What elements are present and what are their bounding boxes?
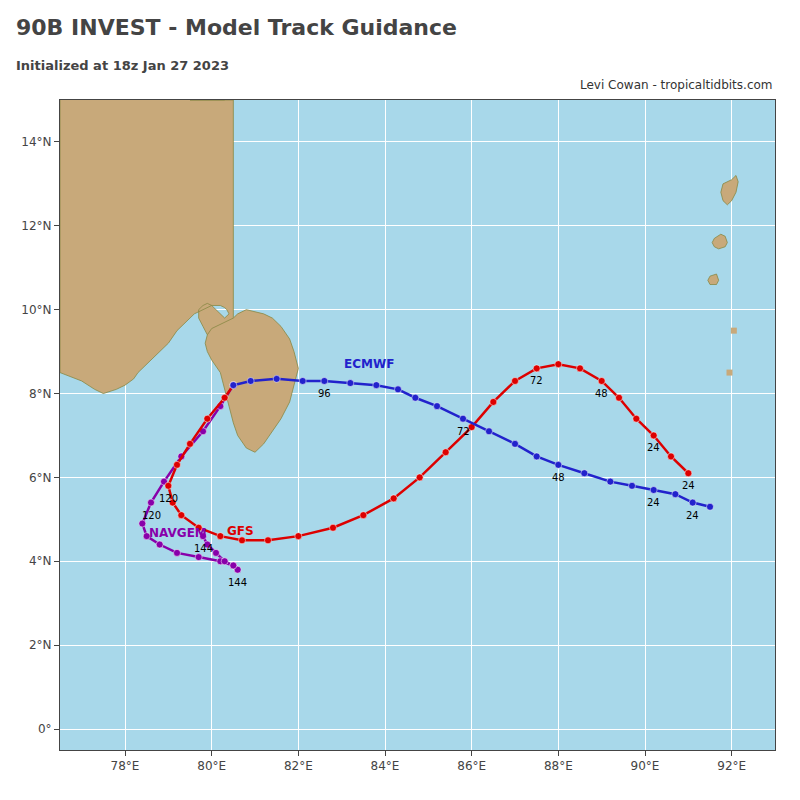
svg-text:ECMWF: ECMWF — [344, 357, 394, 371]
svg-text:14°N: 14°N — [21, 135, 51, 149]
svg-text:0°: 0° — [38, 722, 52, 736]
svg-text:72: 72 — [530, 375, 543, 386]
svg-text:4°N: 4°N — [29, 554, 52, 568]
svg-text:120: 120 — [159, 493, 178, 504]
svg-text:90B INVEST - Model Track Guida: 90B INVEST - Model Track Guidance — [16, 15, 457, 40]
svg-text:80°E: 80°E — [197, 759, 226, 773]
svg-text:NAVGEM: NAVGEM — [149, 526, 207, 540]
svg-text:120: 120 — [142, 510, 161, 521]
svg-text:90°E: 90°E — [631, 759, 660, 773]
svg-text:2°N: 2°N — [29, 638, 52, 652]
svg-text:144: 144 — [228, 577, 247, 588]
svg-text:144: 144 — [194, 543, 213, 554]
svg-text:84°E: 84°E — [371, 759, 400, 773]
svg-text:88°E: 88°E — [544, 759, 573, 773]
svg-text:72: 72 — [457, 426, 470, 437]
svg-text:8°N: 8°N — [29, 387, 52, 401]
svg-text:Initialized at 18z Jan 27 2023: Initialized at 18z Jan 27 2023 — [16, 58, 229, 73]
svg-text:24: 24 — [647, 497, 660, 508]
svg-text:12°N: 12°N — [21, 219, 51, 233]
svg-text:GFS: GFS — [227, 524, 254, 538]
svg-text:78°E: 78°E — [111, 759, 140, 773]
svg-text:96: 96 — [318, 388, 331, 399]
svg-text:Levi Cowan - tropicaltidbits.c: Levi Cowan - tropicaltidbits.com — [580, 78, 773, 92]
svg-text:48: 48 — [595, 388, 608, 399]
svg-text:82°E: 82°E — [284, 759, 313, 773]
svg-text:92°E: 92°E — [717, 759, 746, 773]
svg-text:6°N: 6°N — [29, 471, 52, 485]
svg-text:10°N: 10°N — [21, 303, 51, 317]
svg-text:48: 48 — [552, 472, 565, 483]
svg-text:24: 24 — [682, 480, 695, 491]
svg-text:24: 24 — [647, 442, 660, 453]
svg-text:24: 24 — [686, 510, 699, 521]
svg-text:86°E: 86°E — [457, 759, 486, 773]
